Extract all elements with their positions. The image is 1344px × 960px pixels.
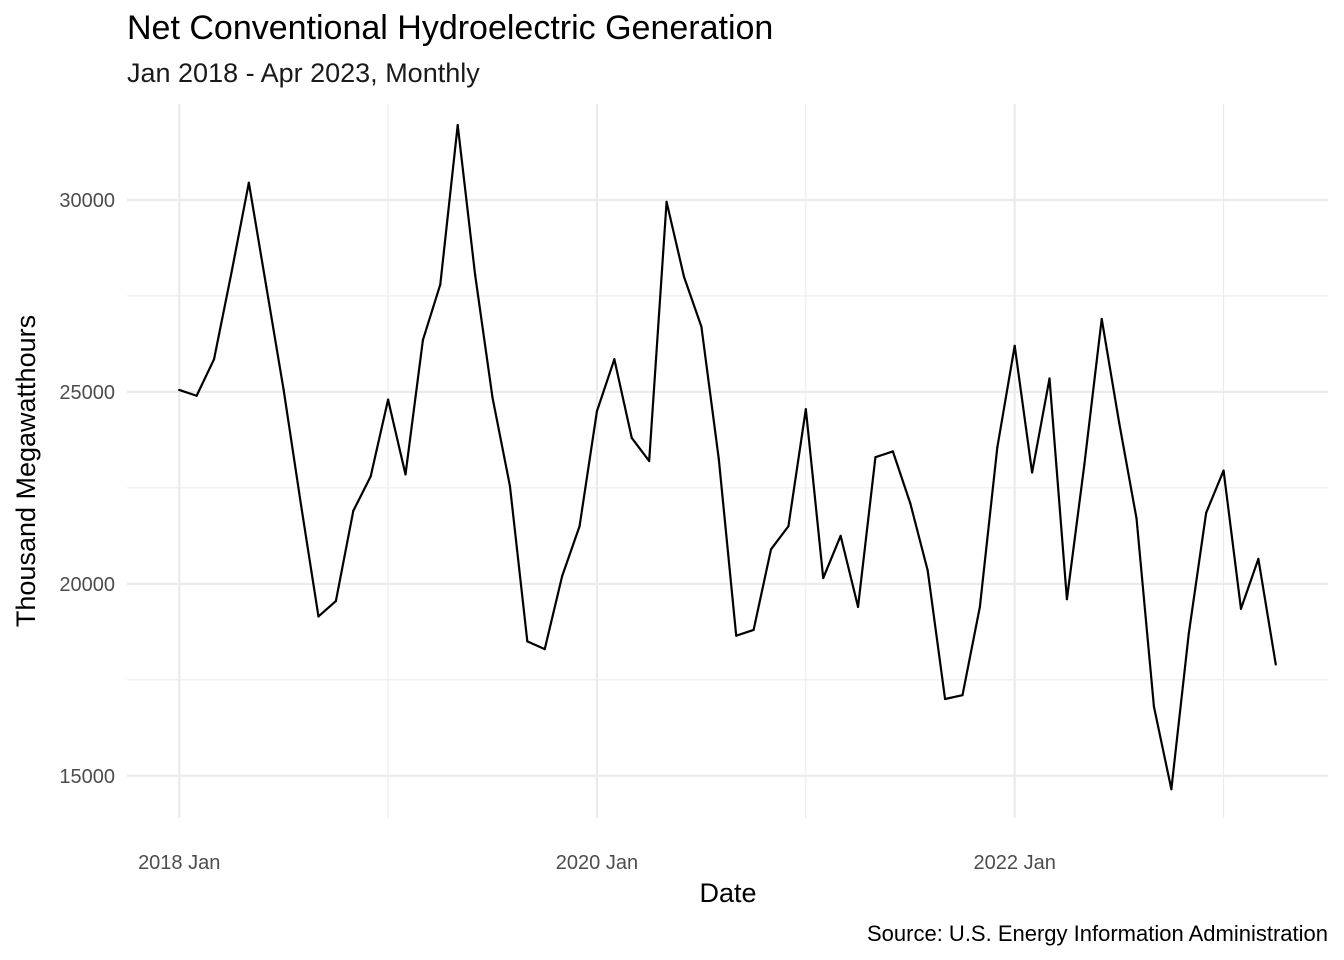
data-point <box>1205 511 1208 514</box>
data-point <box>1222 469 1225 472</box>
data-point <box>752 628 755 632</box>
data-point <box>787 525 790 528</box>
y-tick-label: 15000 <box>59 766 115 788</box>
y-tick-label: 25000 <box>59 382 115 404</box>
data-point <box>717 457 720 461</box>
data-point <box>439 283 442 286</box>
data-point <box>1118 421 1121 424</box>
data-point <box>526 640 529 643</box>
data-point <box>456 124 459 127</box>
data-point <box>369 475 372 478</box>
data-point <box>543 647 546 651</box>
y-axis-tick-labels: 15000 20000 25000 30000 <box>59 190 115 788</box>
data-point <box>1187 632 1190 635</box>
data-point <box>978 605 981 608</box>
data-point <box>282 388 285 392</box>
data-point <box>1048 377 1051 380</box>
data-point <box>700 325 703 328</box>
data-point <box>491 396 494 399</box>
chart-subtitle: Jan 2018 - Apr 2023, Monthly <box>127 58 480 88</box>
data-point <box>1083 463 1086 466</box>
data-point <box>891 450 894 453</box>
series-points <box>178 124 1277 791</box>
data-point <box>996 446 999 449</box>
data-point <box>1135 517 1138 520</box>
data-point <box>1031 471 1034 474</box>
data-point <box>1065 598 1069 601</box>
series-line <box>178 124 1277 791</box>
x-axis-tick-labels: 2018 Jan 2020 Jan 2022 Jan <box>138 852 1056 874</box>
data-point <box>682 275 686 278</box>
chart-title: Net Conventional Hydroelectric Generatio… <box>127 9 774 47</box>
data-point <box>909 502 912 505</box>
major-y-gridlines <box>127 198 1328 777</box>
data-point <box>386 398 390 401</box>
data-point <box>630 436 633 440</box>
data-point <box>1274 663 1277 666</box>
data-point <box>1170 788 1173 791</box>
data-point <box>926 569 929 572</box>
data-point <box>230 271 233 275</box>
x-tick-label: 2022 Jan <box>974 852 1056 874</box>
data-point <box>1100 317 1103 321</box>
data-point <box>1239 607 1243 610</box>
y-tick-label: 30000 <box>59 190 115 212</box>
data-point <box>195 394 198 397</box>
data-point <box>943 697 947 701</box>
data-point <box>1013 344 1016 347</box>
data-point <box>874 456 877 459</box>
data-point <box>578 525 581 528</box>
data-point <box>769 548 773 551</box>
major-x-gridlines <box>178 104 1016 818</box>
data-point <box>317 615 320 618</box>
x-axis-title: Date <box>699 878 756 908</box>
data-point <box>421 338 424 342</box>
data-point <box>735 634 738 637</box>
data-point <box>856 605 860 608</box>
data-point <box>804 408 807 411</box>
data-point <box>595 409 599 413</box>
data-point <box>1152 705 1156 708</box>
data-point <box>212 358 216 361</box>
data-point <box>508 484 512 488</box>
data-point <box>665 200 668 203</box>
data-point <box>648 459 651 463</box>
minor-y-gridlines <box>127 295 1328 681</box>
data-point <box>961 694 964 697</box>
data-point <box>265 285 268 288</box>
x-tick-label: 2018 Jan <box>138 852 220 874</box>
data-point <box>839 534 842 537</box>
x-tick-label: 2020 Jan <box>556 852 638 874</box>
data-point <box>247 181 250 184</box>
data-point <box>474 273 477 276</box>
data-point <box>1257 557 1260 560</box>
data-point <box>334 600 337 603</box>
data-point <box>822 576 825 580</box>
minor-x-gridlines <box>387 104 1225 818</box>
data-point <box>352 509 355 513</box>
data-point <box>404 473 407 476</box>
data-point <box>613 358 616 361</box>
chart-source-caption: Source: U.S. Energy Information Administ… <box>867 921 1328 946</box>
y-tick-label: 20000 <box>59 574 115 596</box>
data-point <box>561 575 564 578</box>
y-axis-title: Thousand Megawatthours <box>11 315 41 627</box>
data-point <box>299 504 303 507</box>
data-point <box>178 388 181 392</box>
